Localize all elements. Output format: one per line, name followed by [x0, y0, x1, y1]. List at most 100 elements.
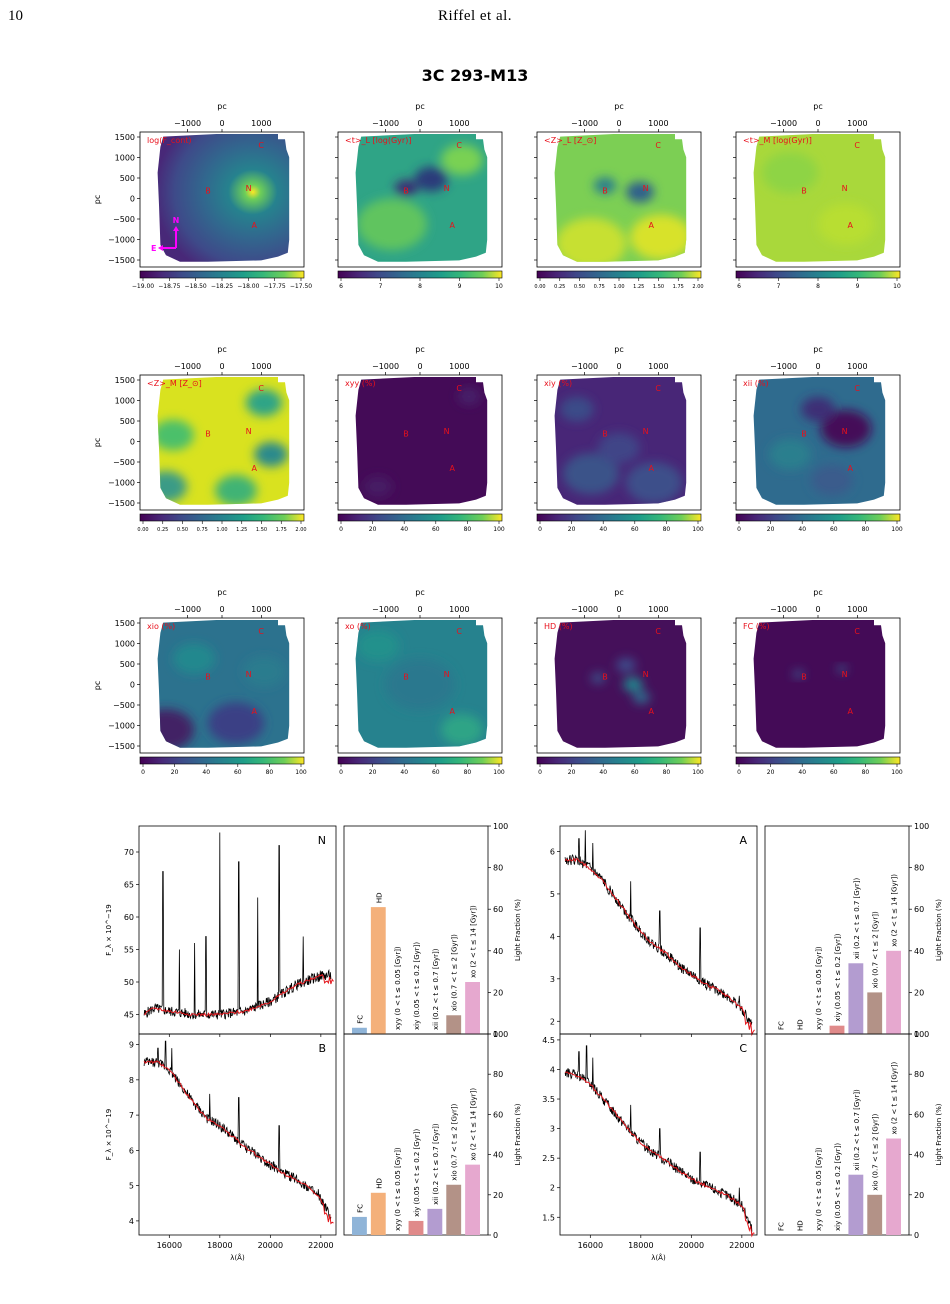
spectrum-frame [138, 825, 337, 1035]
colorbar-tick-label: 60 [830, 769, 838, 776]
map-structure [560, 396, 682, 504]
colorbar-tick-label: 60 [432, 769, 440, 776]
bar-y-tick-label: 0 [914, 1231, 919, 1240]
spectrum-y-tick-label: 7 [129, 1111, 134, 1120]
spectrum-frame [559, 1033, 758, 1236]
map-left-tick-label: 500 [120, 417, 135, 426]
bar-category-label: xii (0.2 < t ≤ 0.7 [Gyr]) [853, 1089, 861, 1171]
bar-category-label: xo (2 < t ≤ 14 [Gyr]) [891, 1061, 899, 1134]
spectrum-x-tick-label: 20000 [679, 1241, 704, 1250]
light-fraction-panel-b: FC HD xyy (0 < t ≤ 0.05 [Gyr]) xiy (0.05 < … [343, 1030, 522, 1240]
map-top-tick-label: 0 [616, 119, 621, 128]
bar-category-label: xiy (0.05 < t ≤ 0.2 [Gyr]) [413, 942, 421, 1030]
map-blob [357, 630, 399, 662]
colorbar-tick-label: 60 [631, 769, 639, 776]
region-label-a: A [251, 464, 257, 473]
bar-y-tick-label: 80 [914, 1070, 924, 1079]
map-structure [357, 630, 483, 746]
bar-category-label: xo (2 < t ≤ 14 [Gyr]) [470, 1088, 478, 1161]
spectrum-y-tick-label: 1.5 [542, 1213, 555, 1222]
colorbar-tick-label: 0.00 [137, 527, 148, 533]
spectrum-y-tick-label: 50 [124, 978, 134, 987]
colorbar-tick-label: 0 [339, 769, 343, 776]
map-panel-label: xii (%) [743, 379, 769, 388]
colorbar-tick-label: 60 [432, 526, 440, 533]
region-label-n: N [444, 427, 450, 436]
map-top-tick-label: −1000 [571, 605, 598, 614]
colorbar-tick-label: 1.25 [633, 284, 644, 290]
map-left-tick-label: −1000 [108, 722, 135, 731]
map-structure [364, 388, 481, 497]
colorbar-tick-label: 6 [339, 283, 343, 290]
bar-category-label: xyy (0 < t ≤ 0.05 [Gyr]) [394, 1147, 402, 1231]
map-structure [769, 396, 872, 496]
spectrum-y-tick-label: 70 [124, 848, 134, 857]
map-top-axis-label: pc [813, 102, 822, 111]
map-blob [598, 432, 640, 464]
spectrum-panel-b: B 4 5 6 7 8 9 16000 18000 20000 22000 λ(Å) F_λ × 10^… [105, 1033, 337, 1262]
light-fraction-panel-n: FC HD xyy (0 < t ≤ 0.05 [Gyr]) xiy (0.05 < … [343, 822, 522, 1039]
spectrum-y-tick-label: 5 [129, 1182, 134, 1191]
colorbar-tick-label: 100 [493, 769, 505, 776]
region-label-n: N [842, 184, 848, 193]
map-top-axis-label: pc [813, 345, 822, 354]
light-fraction-bar [465, 982, 480, 1034]
map-panel: <t>_M [log(Gyr)] N B A Cpc −1000 0 1000 6 7 8 9 10 [733, 102, 901, 290]
map-top-tick-label: −1000 [770, 605, 797, 614]
bar-y-tick-label: 40 [914, 947, 924, 956]
light-fraction-bar [370, 907, 386, 1034]
colorbar-tick-label: 80 [464, 526, 472, 533]
bar-category-label: xyy (0 < t ≤ 0.05 [Gyr]) [394, 946, 402, 1030]
map-image [753, 134, 886, 262]
spectrum-y-tick-label: 5 [550, 890, 555, 899]
spectrum-y-tick-label: 60 [124, 913, 134, 922]
spectrum-y-tick-label: 2.5 [542, 1154, 555, 1163]
bar-category-label: xyy (0 < t ≤ 0.05 [Gyr]) [815, 946, 823, 1030]
bar-category-label: xiy (0.05 < t ≤ 0.2 [Gyr]) [834, 933, 842, 1021]
spectrum-y-tick-label: 65 [124, 881, 134, 890]
model-spectrum-line [564, 857, 755, 1037]
spectrum-y-tick-label: 55 [124, 946, 134, 955]
region-label-b: B [801, 429, 807, 438]
spectrum-x-tick-label: 22000 [308, 1241, 333, 1250]
map-top-tick-label: −1000 [174, 362, 201, 371]
map-top-tick-label: −1000 [571, 362, 598, 371]
map-top-tick-label: 1000 [251, 119, 271, 128]
map-top-axis-label: pc [217, 102, 226, 111]
bar-category-label: xio (0.7 < t ≤ 2 [Gyr]) [451, 1103, 459, 1180]
colorbar-tick-label: 0 [339, 526, 343, 533]
spectrum-panel-n: N 45 50 55 60 65 70 F_λ × 10^−19 [105, 825, 337, 1037]
map-left-tick-label: 1000 [115, 154, 135, 163]
region-label-c: C [258, 627, 264, 636]
map-blob [820, 410, 872, 448]
colorbar-tick-label: 9 [856, 283, 860, 290]
map-left-tick-label: 500 [120, 174, 135, 183]
region-label-b: B [602, 186, 608, 195]
map-top-axis-label: pc [217, 588, 226, 597]
spectrum-y-tick-label: 3 [550, 1125, 555, 1134]
colorbar-tick-label: −19.00 [132, 283, 154, 290]
map-top-tick-label: −1000 [174, 119, 201, 128]
map-panel: <t>_L [log(Gyr)] N B A Cpc −1000 0 1000 6 7 8 9 10 [335, 102, 503, 290]
region-label-b: B [403, 186, 409, 195]
observed-spectrum-line [564, 830, 753, 1025]
colorbar-tick-label: 40 [599, 769, 607, 776]
map-left-tick-label: −1500 [108, 256, 135, 265]
model-spectrum-line [143, 1060, 334, 1225]
map-top-tick-label: 0 [219, 362, 224, 371]
bar-category-label: xio (0.7 < t ≤ 2 [Gyr]) [451, 934, 459, 1011]
bar-category-label: xiy (0.05 < t ≤ 0.2 [Gyr]) [834, 1143, 842, 1231]
colorbar-tick-label: 100 [891, 526, 903, 533]
model-spectrum-line [143, 973, 334, 1017]
light-fraction-bar [446, 1015, 462, 1034]
map-fill [157, 134, 290, 262]
colorbar-tick-label: −17.50 [290, 283, 312, 290]
spectrum-x-tick-label: 18000 [207, 1241, 232, 1250]
map-panel: FC (%) N B A Cpc −1000 0 1000 0 20 40 60 80 100 [733, 588, 903, 776]
colorbar-tick-label: 40 [798, 769, 806, 776]
map-left-tick-label: 0 [130, 195, 135, 204]
bar-y-tick-label: 0 [914, 1030, 919, 1039]
map-panel-label: xyy (%) [345, 379, 376, 388]
colorbar-tick-label: 0 [141, 769, 145, 776]
colorbar-tick-label: 0 [737, 526, 741, 533]
